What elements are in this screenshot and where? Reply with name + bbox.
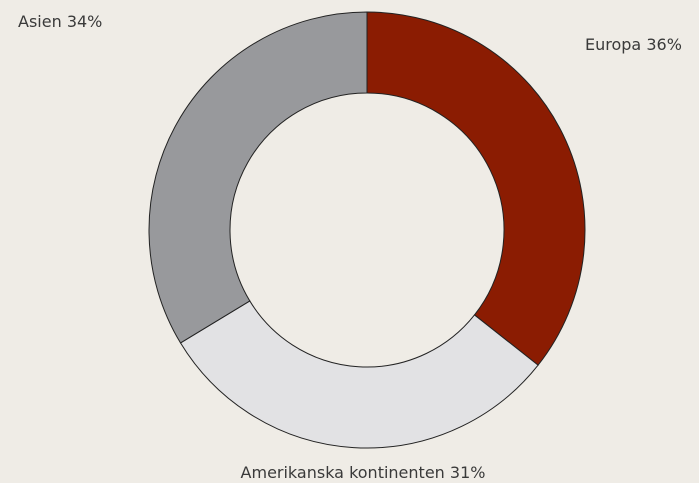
value-label: 36% [646,35,682,54]
segment-label: Amerikanska kontinenten 31% [241,463,486,482]
donut-segment [179,300,539,449]
segment-label: Asien 34% [18,12,102,31]
category-name: Amerikanska kontinenten [241,463,445,482]
donut-segment [148,11,368,344]
category-name: Asien [18,12,62,31]
category-name: Europa [585,35,641,54]
value-label: 34% [67,12,103,31]
value-label: 31% [450,463,486,482]
donut-segment [366,11,586,366]
segment-label: Europa 36% [585,35,682,54]
